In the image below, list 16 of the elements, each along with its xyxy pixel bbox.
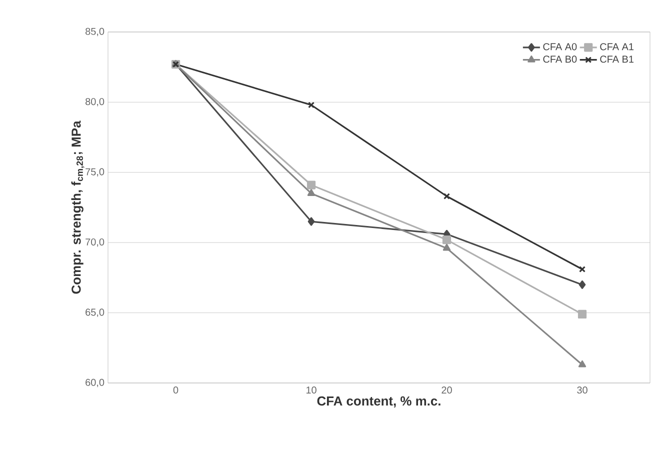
legend-label: CFA B0 (543, 56, 577, 63)
y-tick-label: 80,0 (86, 98, 104, 106)
x-tick-label: 0 (173, 386, 178, 394)
y-axis-title: Compr. strength, f$_{cm,28}$; MPa (71, 120, 84, 294)
legend-label: CFA B1 (600, 56, 634, 63)
y-tick-label: 75,0 (86, 168, 104, 177)
legend-label: CFA A0 (543, 43, 577, 50)
x-tick-label: 10 (306, 386, 316, 394)
x-axis-title: CFA content, % m.c. (317, 396, 440, 408)
x-tick-label: 20 (442, 386, 452, 394)
y-tick-label: 85,0 (86, 28, 104, 36)
y-tick-label: 70,0 (86, 238, 104, 247)
y-tick-label: 60,0 (86, 378, 104, 388)
y-tick-label: 65,0 (86, 308, 104, 317)
legend-label: CFA A1 (600, 43, 634, 50)
x-tick-label: 30 (577, 386, 588, 394)
